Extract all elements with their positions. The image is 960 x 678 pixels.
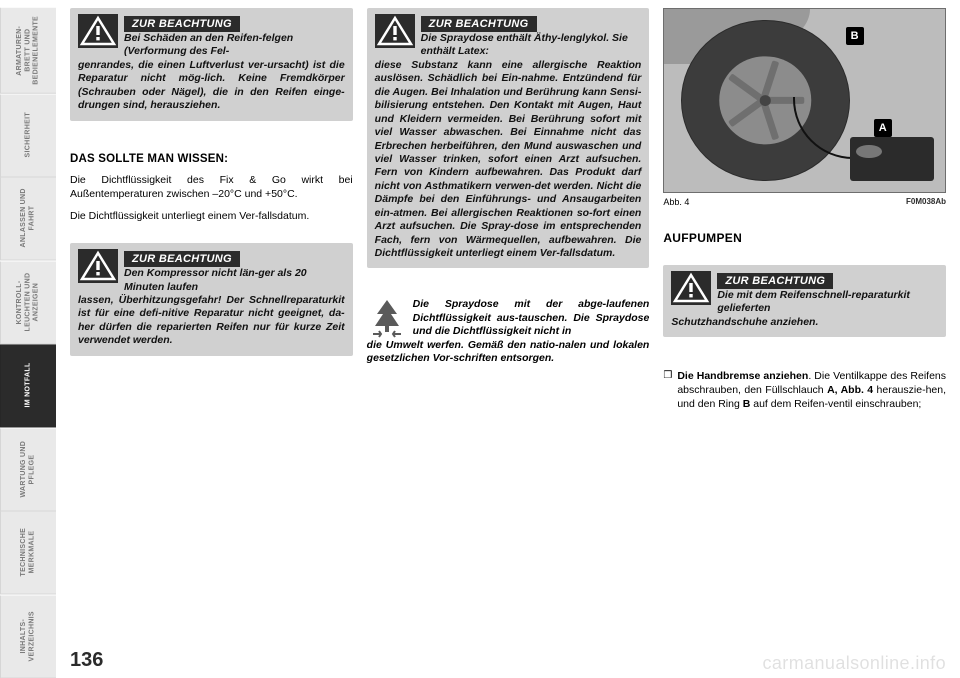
warning-triangle-icon [78, 14, 118, 48]
spoke [760, 99, 779, 140]
marker-b: B [846, 27, 864, 45]
warning-triangle-icon [375, 14, 415, 48]
warning-box-kompressor: ZUR BEACHTUNG Den Kompressor nicht län-g… [70, 243, 353, 356]
warning-lead: Bei Schäden an den Reifen-felgen (Verfor… [124, 32, 345, 59]
tab-technische[interactable]: TECHNISCHE MERKMALE [0, 511, 56, 594]
warning-title: ZUR BEACHTUNG [124, 16, 240, 32]
eco-lead: Die Spraydose mit der abge-laufenen Dich… [413, 298, 650, 338]
warning-text: genrandes, die einen Luftverlust ver-urs… [78, 59, 345, 113]
heading-aufpumpen: AUFPUMPEN [663, 231, 946, 245]
warning-lead: Den Kompressor nicht län-ger als 20 Minu… [124, 267, 345, 294]
warning-lead: Die mit dem Reifenschnell-reparaturkit g… [717, 289, 938, 316]
step-bullet: Die Handbremse anziehen. Die Ventilkappe… [663, 369, 946, 412]
figure-caption: Abb. 4 F0M038Ab [663, 197, 946, 207]
warning-title: ZUR BEACHTUNG [421, 16, 537, 32]
tab-armaturen[interactable]: ARMATUREN- BRETT UND BEDIENELEMENTE [0, 8, 56, 94]
eco-note: Die Spraydose mit der abge-laufenen Dich… [367, 292, 650, 365]
eco-rest: die Umwelt werfen. Gemäß den natio-nalen… [367, 339, 650, 366]
figure-4: A B [663, 8, 946, 193]
paragraph-2: Die Dichtflüssigkeit unterliegt einem Ve… [70, 209, 353, 223]
marker-a: A [874, 119, 892, 137]
warning-box-felgen: ZUR BEACHTUNG Bei Schäden an den Reifen-… [70, 8, 353, 121]
sidebar-tabs: ARMATUREN- BRETT UND BEDIENELEMENTE SICH… [0, 0, 56, 678]
recycle-tree-icon [367, 298, 407, 338]
warning-box-handschuhe: ZUR BEACHTUNG Die mit dem Reifenschnell-… [663, 265, 946, 337]
warning-title: ZUR BEACHTUNG [124, 251, 240, 267]
page: ARMATUREN- BRETT UND BEDIENELEMENTE SICH… [0, 0, 960, 678]
warning-box-spraydose: ZUR BEACHTUNG Die Spraydose enthält Äthy… [367, 8, 650, 268]
section-title-wissen: DAS SOLLTE MAN WISSEN: [70, 153, 353, 165]
figure-label: Abb. 4 [663, 197, 689, 207]
figure-code: F0M038Ab [906, 197, 946, 207]
page-number: 136 [70, 649, 103, 672]
column-2: ZUR BEACHTUNG Die Spraydose enthält Äthy… [367, 8, 650, 670]
watermark: carmanualsonline.info [762, 653, 946, 674]
warning-triangle-icon [78, 249, 118, 283]
column-3: A B Abb. 4 F0M038Ab AUFPUMPEN ZUR [663, 8, 946, 670]
tab-kontroll[interactable]: KONTROLL- LEUCHTEN UND ANZEIGEN [0, 261, 56, 344]
cap-graphic [760, 95, 771, 105]
pump-graphic [850, 137, 934, 181]
tab-inhalt[interactable]: INHALTS- VERZEICHNIS [0, 595, 56, 678]
warning-text: lassen, Überhitzungsgefahr! Der Schnellr… [78, 294, 345, 348]
content-area: ZUR BEACHTUNG Bei Schäden an den Reifen-… [56, 0, 960, 678]
tab-sicherheit[interactable]: SICHERHEIT [0, 94, 56, 177]
tab-wartung[interactable]: WARTUNG UND PFLEGE [0, 428, 56, 511]
tab-im-notfall[interactable]: IM NOTFALL [0, 344, 56, 427]
warning-text: Schutzhandschuhe anziehen. [671, 316, 938, 329]
paragraph-1: Die Dichtflüssigkeit des Fix & Go wirkt … [70, 173, 353, 201]
warning-lead: Die Spraydose enthält Äthy-lenglykol. Si… [421, 32, 642, 59]
column-1: ZUR BEACHTUNG Bei Schäden an den Reifen-… [70, 8, 353, 670]
warning-title: ZUR BEACHTUNG [717, 273, 833, 289]
tab-anlassen[interactable]: ANLASSEN UND FAHRT [0, 177, 56, 260]
warning-text: diese Substanz kann eine allergische Rea… [375, 59, 642, 261]
warning-triangle-icon [671, 271, 711, 305]
